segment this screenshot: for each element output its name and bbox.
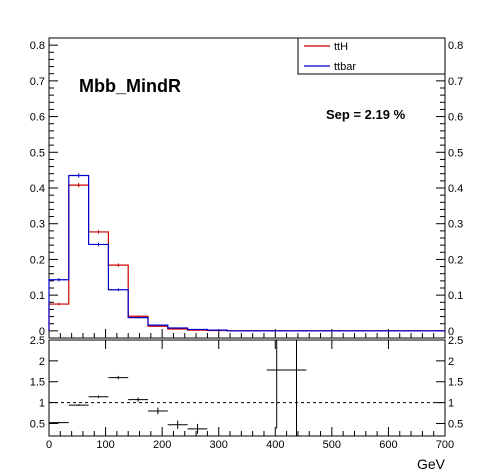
ratio-xtick-label: 400 — [266, 439, 284, 451]
ratio-xtick-label: 0 — [46, 439, 52, 451]
main-ytick-label-left: 0.6 — [30, 112, 45, 124]
main-ytick-label-left: 0.1 — [30, 290, 45, 302]
ratio-panel: 0.5 0.5 1 1 1.5 1.5 2 2 2.5 2.5 0 100 200 300 400 500 60… — [30, 335, 464, 472]
legend-label-tth: ttH — [334, 41, 348, 53]
ratio-ytick-label-right: 1.5 — [448, 377, 463, 389]
main-panel: 0 0 0.1 0.1 0.2 0.2 0.3 0.3 0.4 0.4 0.5 0.5 0.6 0.6 0.… — [30, 37, 463, 339]
ratio-points — [49, 340, 307, 436]
ratio-xtick-label: 600 — [379, 439, 397, 451]
ratio-xtick-label: 100 — [96, 439, 114, 451]
ratio-ytick-label-left: 1.5 — [30, 377, 45, 389]
legend-box — [297, 37, 446, 75]
main-ytick-label-right: 0.7 — [448, 76, 463, 88]
ratio-xtick-label: 300 — [210, 439, 228, 451]
ratio-frame — [48, 339, 446, 437]
ratio-ytick-label-left: 0.5 — [30, 418, 45, 430]
main-ytick-label-left: 0 — [39, 326, 45, 338]
main-ytick-label-right: 0.4 — [448, 183, 463, 195]
x-axis-label: GeV — [417, 456, 446, 472]
ratio-ytick-label-right: 1 — [448, 398, 454, 410]
main-ytick-label-right: 0.1 — [448, 290, 463, 302]
ratio-ytick-label-left: 2.5 — [30, 335, 45, 347]
main-histograms — [48, 173, 445, 332]
main-ytick-label-left: 0.2 — [30, 254, 45, 266]
ratio-ytick-label-left: 2 — [39, 356, 45, 368]
main-ytick-label-left: 0.3 — [30, 219, 45, 231]
ratio-xtick-label: 500 — [323, 439, 341, 451]
main-ytick-label-left: 0.8 — [30, 40, 45, 52]
ratio-ticks: 0.5 0.5 1 1 1.5 1.5 2 2 2.5 2.5 0 100 200 300 400 500 60… — [30, 335, 464, 451]
main-ytick-label-right: 0.3 — [448, 219, 463, 231]
ratio-xtick-label: 700 — [436, 439, 454, 451]
histogram-ttbar — [48, 174, 445, 332]
ratio-ytick-label-left: 1 — [39, 398, 45, 410]
plot-title: Mbb_MindR — [79, 76, 181, 96]
main-ticks: 0 0 0.1 0.1 0.2 0.2 0.3 0.3 0.4 0.4 0.5 0.5 0.6 0.6 0.… — [30, 40, 463, 338]
separation-annotation: Sep = 2.19 % — [326, 107, 406, 122]
ratio-ytick-label-right: 0.5 — [448, 418, 463, 430]
legend-label-ttbar: ttbar — [334, 61, 356, 73]
main-ytick-label-left: 0.5 — [30, 147, 45, 159]
main-ytick-label-right: 0.6 — [448, 112, 463, 124]
main-ytick-label-right: 0.8 — [448, 40, 463, 52]
ratio-ytick-label-right: 2.5 — [448, 335, 463, 347]
main-ytick-label-left: 0.4 — [30, 183, 45, 195]
main-ytick-label-right: 0.5 — [448, 147, 463, 159]
ratio-ytick-label-right: 2 — [448, 356, 454, 368]
main-ytick-label-right: 0.2 — [448, 254, 463, 266]
ratio-xtick-label: 200 — [153, 439, 171, 451]
legend: ttH ttbar — [297, 37, 446, 75]
main-ytick-label-left: 0.7 — [30, 76, 45, 88]
main-ytick-label-right: 0 — [448, 326, 454, 338]
